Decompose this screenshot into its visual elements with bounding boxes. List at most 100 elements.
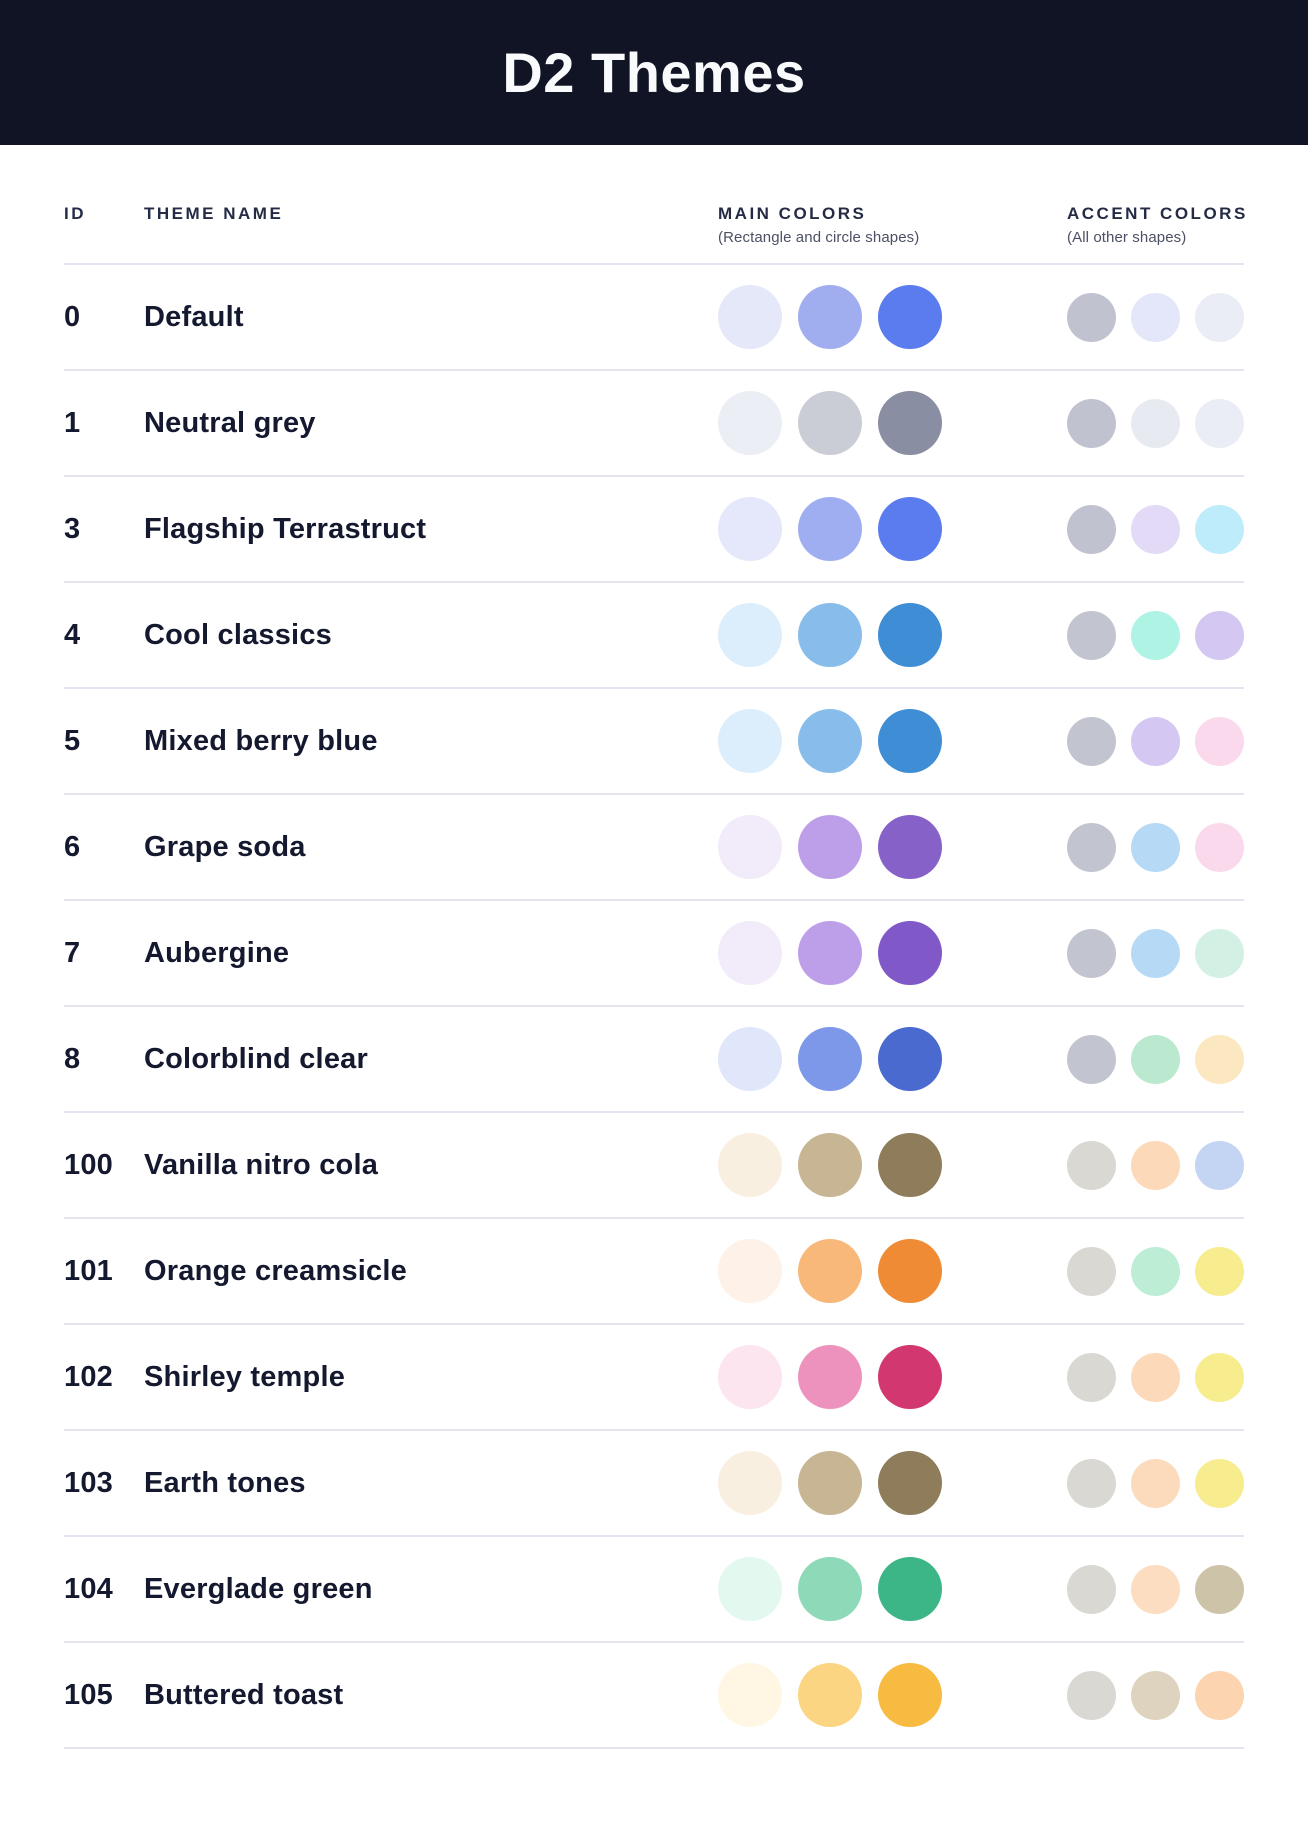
- table-row: 3 Flagship Terrastruct: [64, 477, 1244, 584]
- main-color-swatch: [878, 709, 942, 774]
- main-color-swatch: [878, 1027, 942, 1092]
- accent-color-swatch: [1067, 610, 1116, 660]
- main-color-swatches: [718, 1345, 942, 1410]
- theme-id: 0: [64, 300, 81, 333]
- main-color-swatch: [798, 1557, 862, 1622]
- main-color-swatch: [878, 921, 942, 986]
- accent-color-swatch: [1131, 1564, 1180, 1614]
- main-color-swatch: [878, 603, 942, 668]
- accent-color-swatches: [1067, 1458, 1244, 1508]
- main-color-swatches: [718, 1133, 942, 1198]
- main-color-swatch: [718, 709, 782, 774]
- theme-name: Mixed berry blue: [144, 724, 378, 757]
- accent-color-swatch: [1067, 822, 1116, 872]
- main-color-swatch: [878, 815, 942, 880]
- main-color-swatch: [718, 1345, 782, 1410]
- accent-color-swatches: [1067, 716, 1244, 766]
- accent-color-swatch: [1195, 292, 1244, 342]
- main-color-swatch: [798, 1663, 862, 1728]
- theme-name: Colorblind clear: [144, 1042, 368, 1075]
- accent-color-swatch: [1195, 1670, 1244, 1720]
- main-color-swatch: [798, 1027, 862, 1092]
- accent-color-swatch: [1131, 504, 1180, 554]
- accent-color-swatch: [1131, 716, 1180, 766]
- theme-name: Buttered toast: [144, 1678, 344, 1711]
- accent-color-swatches: [1067, 1034, 1244, 1084]
- table-header-row: ID THEME NAME MAIN COLORS (Rectangle and…: [64, 145, 1248, 266]
- main-color-swatch: [718, 921, 782, 986]
- table-row: 103 Earth tones: [64, 1431, 1244, 1538]
- main-color-swatches: [718, 1451, 942, 1516]
- accent-color-swatch: [1131, 1458, 1180, 1508]
- accent-color-swatches: [1067, 1140, 1244, 1190]
- main-color-swatches: [718, 815, 942, 880]
- accent-color-swatch: [1131, 1246, 1180, 1296]
- column-subheader-accent-colors: (All other shapes): [1067, 229, 1187, 247]
- accent-color-swatch: [1131, 1140, 1180, 1190]
- accent-color-swatch: [1067, 398, 1116, 448]
- accent-color-swatch: [1067, 1034, 1116, 1084]
- main-color-swatches: [718, 709, 942, 774]
- table-row: 4 Cool classics: [64, 583, 1244, 690]
- main-color-swatch: [878, 1239, 942, 1304]
- theme-name: Orange creamsicle: [144, 1254, 407, 1287]
- page-title: D2 Themes: [502, 41, 806, 104]
- column-header-accent-colors: ACCENT COLORS: [1067, 204, 1248, 223]
- accent-color-swatches: [1067, 1564, 1244, 1614]
- themes-table: ID THEME NAME MAIN COLORS (Rectangle and…: [0, 145, 1308, 1750]
- theme-id: 4: [64, 618, 81, 651]
- theme-id: 5: [64, 724, 81, 757]
- main-color-swatch: [798, 603, 862, 668]
- accent-color-swatch: [1195, 1034, 1244, 1084]
- main-color-swatch: [718, 1451, 782, 1516]
- main-color-swatch: [718, 497, 782, 562]
- theme-name: Vanilla nitro cola: [144, 1148, 379, 1181]
- main-color-swatches: [718, 921, 942, 986]
- accent-color-swatches: [1067, 1352, 1244, 1402]
- title-bar: D2 Themes: [0, 0, 1308, 145]
- accent-color-swatch: [1195, 822, 1244, 872]
- theme-name: Earth tones: [144, 1466, 306, 1499]
- accent-color-swatch: [1067, 1458, 1116, 1508]
- theme-id: 102: [64, 1360, 113, 1393]
- main-color-swatch: [798, 391, 862, 456]
- accent-color-swatch: [1131, 610, 1180, 660]
- accent-color-swatches: [1067, 292, 1244, 342]
- accent-color-swatch: [1067, 928, 1116, 978]
- table-row: 100 Vanilla nitro cola: [64, 1113, 1244, 1220]
- table-row: 8 Colorblind clear: [64, 1007, 1244, 1114]
- theme-rows: 0 Default 1 Neutral grey 3 Flags: [64, 265, 1244, 1750]
- accent-color-swatch: [1131, 398, 1180, 448]
- accent-color-swatch: [1131, 1670, 1180, 1720]
- accent-color-swatch: [1195, 1458, 1244, 1508]
- accent-color-swatch: [1067, 292, 1116, 342]
- main-color-swatches: [718, 1663, 942, 1728]
- accent-color-swatches: [1067, 504, 1244, 554]
- main-color-swatch: [798, 497, 862, 562]
- main-color-swatch: [878, 497, 942, 562]
- main-color-swatches: [718, 1027, 942, 1092]
- theme-name: Aubergine: [144, 936, 290, 969]
- column-subheader-main-colors: (Rectangle and circle shapes): [718, 229, 920, 247]
- main-color-swatch: [718, 1133, 782, 1198]
- accent-color-swatches: [1067, 928, 1244, 978]
- main-color-swatch: [798, 921, 862, 986]
- theme-id: 6: [64, 830, 81, 863]
- accent-color-swatch: [1195, 1246, 1244, 1296]
- main-color-swatch: [878, 285, 942, 350]
- main-color-swatches: [718, 497, 942, 562]
- main-color-swatch: [718, 815, 782, 880]
- main-color-swatches: [718, 391, 942, 456]
- theme-name: Grape soda: [144, 830, 306, 863]
- table-row: 0 Default: [64, 265, 1244, 372]
- table-row: 5 Mixed berry blue: [64, 689, 1244, 796]
- theme-name: Flagship Terrastruct: [144, 512, 427, 545]
- theme-name: Shirley temple: [144, 1360, 346, 1393]
- theme-id: 100: [64, 1148, 113, 1181]
- accent-color-swatch: [1195, 1140, 1244, 1190]
- main-color-swatch: [798, 709, 862, 774]
- main-color-swatch: [798, 1239, 862, 1304]
- accent-color-swatch: [1195, 1352, 1244, 1402]
- accent-color-swatch: [1131, 1352, 1180, 1402]
